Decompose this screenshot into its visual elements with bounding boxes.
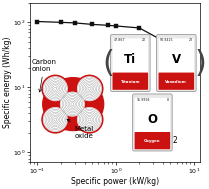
Text: Metal
oxide: Metal oxide (67, 119, 94, 139)
Text: Carbon
onion: Carbon onion (32, 59, 57, 92)
X-axis label: Specific power (kW/kg): Specific power (kW/kg) (71, 177, 159, 186)
Y-axis label: Specific energy (Wh/kg): Specific energy (Wh/kg) (3, 37, 12, 128)
